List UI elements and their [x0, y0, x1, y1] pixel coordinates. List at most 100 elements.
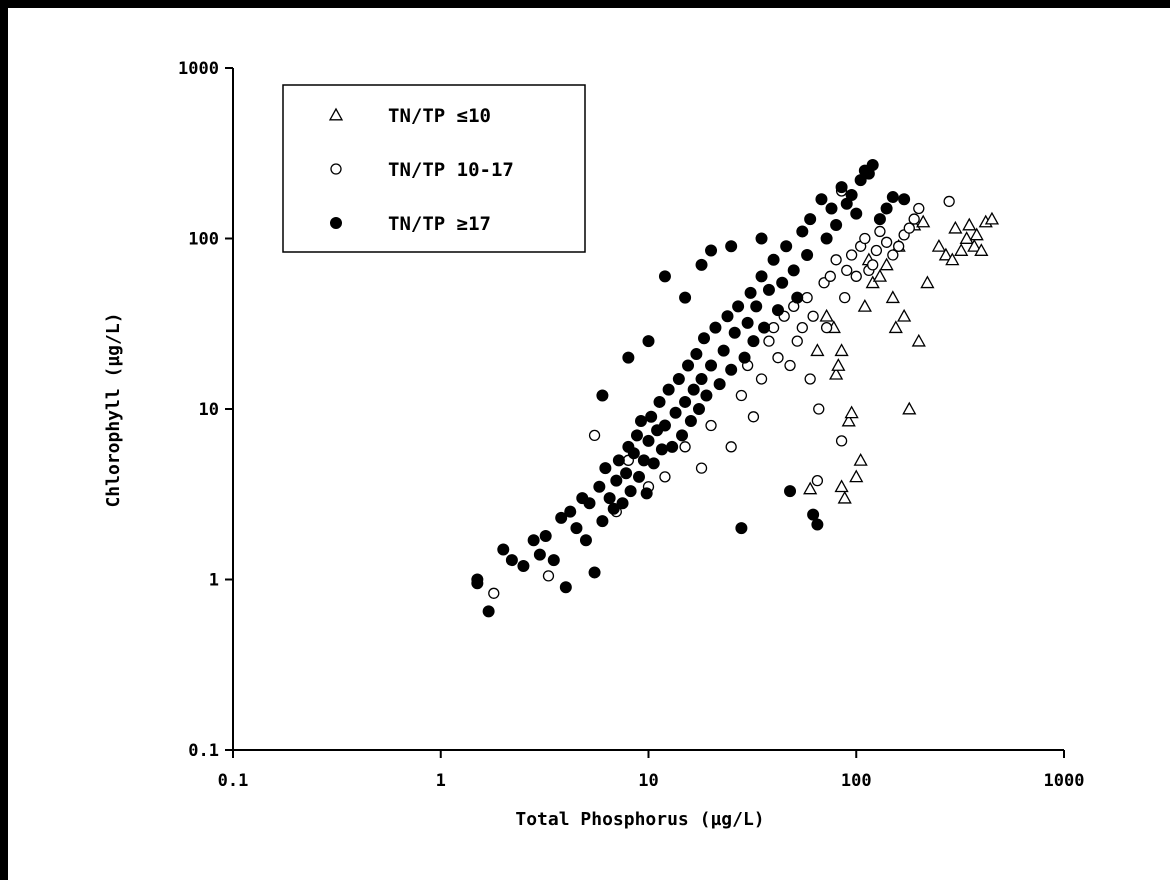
data-point [596, 389, 609, 402]
data-point [888, 320, 903, 334]
data-point [505, 554, 518, 567]
data-point [482, 605, 495, 618]
legend-marker [330, 217, 342, 229]
data-point [579, 534, 592, 547]
data-point [820, 322, 833, 334]
data-point [870, 244, 883, 257]
data-point [813, 403, 825, 415]
data-point [645, 410, 658, 423]
data-point [655, 443, 668, 456]
data-point [695, 462, 708, 474]
legend-label: TN/TP 10-17 [388, 159, 514, 181]
data-point [913, 202, 925, 215]
data-point [880, 202, 893, 215]
data-point [738, 351, 751, 364]
legend-label: TN/TP ≤10 [388, 105, 491, 127]
data-point [583, 497, 596, 510]
data-point [755, 270, 768, 283]
data-point [811, 474, 824, 487]
data-point [967, 238, 982, 252]
data-point [640, 487, 653, 500]
data-point [969, 227, 984, 241]
data-point [834, 343, 849, 357]
data-point [803, 481, 818, 495]
data-point [642, 434, 655, 447]
data-point [845, 188, 858, 201]
data-point [866, 158, 879, 171]
data-point [841, 413, 856, 427]
data-point [539, 529, 552, 542]
legend-marker [330, 163, 342, 175]
data-point [747, 335, 760, 348]
data-point [885, 290, 900, 304]
data-point [872, 268, 888, 282]
data-points [471, 158, 1000, 618]
data-point [776, 276, 789, 289]
data-point [815, 193, 828, 206]
data-point [920, 275, 935, 289]
data-point [841, 264, 853, 277]
data-point [570, 522, 583, 535]
data-point [669, 406, 682, 419]
data-point [916, 214, 931, 228]
data-point [938, 247, 953, 261]
data-point [620, 467, 633, 480]
data-point [845, 249, 858, 261]
data-point [804, 373, 816, 385]
data-point [735, 389, 748, 402]
data-point [825, 202, 838, 215]
data-point [698, 332, 711, 345]
data-point [687, 383, 700, 396]
data-point [898, 193, 911, 206]
data-point [741, 316, 754, 329]
data-point [642, 335, 655, 348]
data-point [811, 518, 824, 531]
data-point [791, 335, 803, 347]
data-point [666, 440, 679, 453]
data-point [837, 490, 852, 504]
data-point [867, 259, 879, 271]
data-point [725, 441, 737, 453]
data-point [471, 577, 484, 590]
data-point [791, 291, 804, 304]
data-point [659, 471, 671, 483]
legend-marker [328, 107, 344, 121]
data-point [632, 470, 645, 483]
data-point [588, 566, 601, 579]
data-point [835, 435, 848, 447]
data-point [804, 213, 817, 226]
x-tick-label: 1 [436, 771, 446, 791]
data-point [599, 462, 612, 475]
data-point [658, 270, 671, 283]
data-point [653, 395, 666, 408]
data-point [705, 359, 718, 372]
data-point [839, 291, 851, 304]
data-point [705, 244, 718, 257]
data-point [962, 217, 977, 231]
data-point [824, 270, 836, 282]
data-point [527, 534, 540, 547]
data-point [859, 232, 871, 245]
data-point [829, 366, 844, 380]
data-point [772, 352, 784, 364]
y-tick-label: 100 [188, 230, 219, 250]
data-point [908, 213, 920, 225]
data-point [705, 419, 717, 432]
data-point [679, 441, 691, 453]
data-point [676, 429, 689, 442]
data-point [984, 211, 1000, 225]
data-point [533, 548, 546, 561]
data-point [713, 378, 726, 391]
data-point [767, 253, 780, 266]
data-point [886, 191, 899, 204]
data-point [624, 485, 637, 498]
x-tick-label: 10 [638, 771, 658, 791]
legend: TN/TP ≤10 TN/TP 10-17 TN/TP ≥17 [282, 84, 586, 253]
data-point [593, 480, 606, 493]
data-point [517, 559, 530, 572]
data-point [844, 405, 859, 419]
data-point [796, 322, 808, 334]
data-point [835, 181, 848, 194]
data-point [931, 238, 947, 252]
data-point [849, 469, 864, 483]
